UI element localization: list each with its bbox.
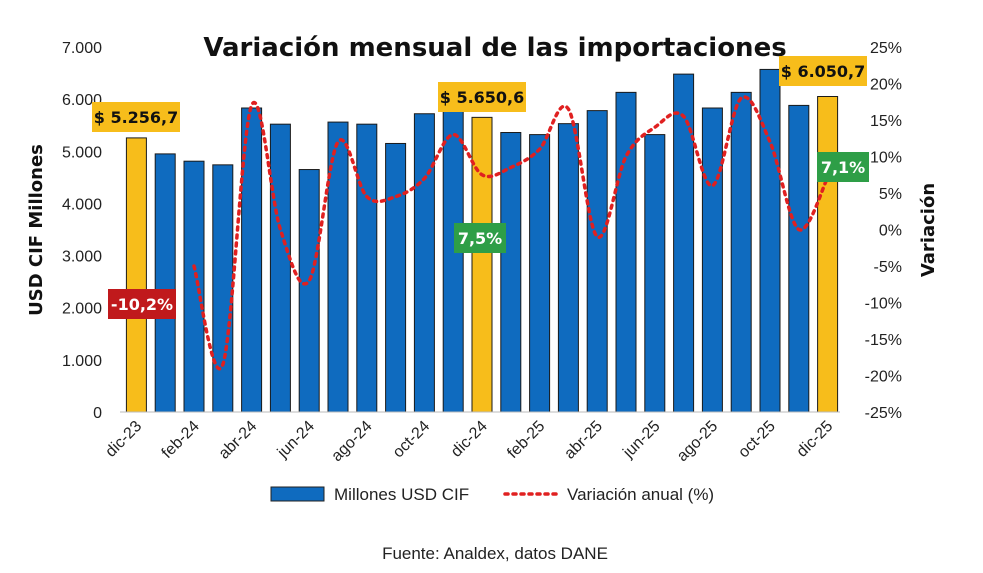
callout-box xyxy=(92,102,180,132)
y-tick-label: 4.000 xyxy=(62,196,102,213)
bar-feb-25 xyxy=(529,134,551,413)
y-tick-label: 1.000 xyxy=(62,353,102,370)
y2-tick-label: 5% xyxy=(879,186,902,203)
y2-tick-label: 25% xyxy=(870,40,902,57)
y2-tick-label: 20% xyxy=(870,77,902,94)
callout-label: -10,2% xyxy=(111,295,173,314)
bar-ago-24 xyxy=(356,123,378,413)
y-tick-label: 5.000 xyxy=(62,144,102,161)
x-axis: dic-23 feb-24 abr-24 jun-24 ago-24 oct-24 dic-… xyxy=(102,418,836,465)
callout-box xyxy=(108,289,176,319)
x-tick-label: oct-25 xyxy=(735,418,779,462)
x-tick-label: dic-25 xyxy=(794,418,837,461)
x-tick-label: abr-24 xyxy=(216,418,261,463)
callout-label: 7,5% xyxy=(458,229,502,248)
callout-box xyxy=(779,56,867,86)
y2-tick-label: 10% xyxy=(870,150,902,167)
bar-feb-24 xyxy=(183,160,205,413)
x-tick-label: dic-23 xyxy=(102,418,145,461)
bar-oct-24 xyxy=(413,113,435,413)
bar-jun-25 xyxy=(644,134,666,413)
bar-sep-24 xyxy=(385,142,407,413)
callout-box xyxy=(454,223,506,253)
y2-tick-label: -10% xyxy=(865,296,902,313)
x-tick-label: oct-24 xyxy=(390,418,434,462)
callout-box xyxy=(438,82,526,112)
legend-label-bars: Millones USD CIF xyxy=(334,485,469,504)
bar-sep-25 xyxy=(730,91,752,413)
bar-jul-25 xyxy=(673,73,695,413)
bar-dic-25 xyxy=(817,95,839,413)
y-axis-right: -25% -20% -15% -10% -5% 0% 5% 10% 15% 20% 25% xyxy=(865,40,902,422)
y2-axis-title: Variación xyxy=(918,183,939,277)
callout-label: $ 5.256,7 xyxy=(94,108,179,127)
bar-jun-24 xyxy=(298,169,320,413)
x-tick-label: feb-25 xyxy=(504,418,548,462)
y-axis-title: USD CIF Millones xyxy=(26,144,47,316)
x-tick-label: abr-25 xyxy=(561,418,606,463)
callout-label: $ 5.650,6 xyxy=(440,88,525,107)
bar-mar-25 xyxy=(557,123,579,413)
callout-label: $ 6.050,7 xyxy=(781,62,866,81)
x-tick-label: dic-24 xyxy=(448,418,491,461)
bar-series xyxy=(125,68,839,413)
y2-tick-label: -5% xyxy=(874,259,902,276)
y-tick-label: 3.000 xyxy=(62,249,102,266)
y2-tick-label: 15% xyxy=(870,113,902,130)
bar-may-24 xyxy=(269,123,291,413)
x-tick-label: ago-25 xyxy=(674,418,721,465)
y2-tick-label: -25% xyxy=(865,405,902,422)
line-series xyxy=(192,95,830,371)
bar-mar-24 xyxy=(212,164,234,413)
y2-tick-label: -20% xyxy=(865,369,902,386)
y-tick-label: 2.000 xyxy=(62,301,102,318)
bar-dic-23 xyxy=(125,137,147,413)
bar-dic-24 xyxy=(471,116,493,413)
y2-tick-label: -15% xyxy=(865,332,902,349)
bar-ene-25 xyxy=(500,132,522,413)
x-tick-label: feb-24 xyxy=(159,418,203,462)
x-tick-label: jun-24 xyxy=(274,418,318,462)
chart-title: Variación mensual de las importaciones xyxy=(203,33,786,63)
legend: Millones USD CIF Variación anual (%) xyxy=(270,485,714,504)
bar-may-25 xyxy=(615,91,637,413)
y-tick-label: 0 xyxy=(93,405,102,422)
y2-tick-label: 0% xyxy=(879,223,902,240)
bar-nov-25 xyxy=(788,104,810,413)
callout-box xyxy=(817,152,869,182)
bar-abr-25 xyxy=(586,110,608,413)
callouts: $ 5.256,7 $ 5.650,6 $ 6.050,7 -10,2% 7,5% 7,1… xyxy=(92,56,869,319)
variation-line xyxy=(192,95,830,371)
bar-ene-24 xyxy=(154,153,176,413)
x-tick-label: ago-24 xyxy=(328,418,375,465)
y-tick-label: 7.000 xyxy=(62,40,102,57)
source-note: Fuente: Analdex, datos DANE xyxy=(382,544,608,563)
bar-oct-25 xyxy=(759,68,781,413)
legend-bar-swatch xyxy=(270,486,325,502)
legend-label-line: Variación anual (%) xyxy=(567,485,714,504)
bar-ago-25 xyxy=(701,107,723,413)
x-tick-label: jun-25 xyxy=(619,418,663,462)
callout-label: 7,1% xyxy=(821,158,865,177)
bar-nov-24 xyxy=(442,103,464,413)
